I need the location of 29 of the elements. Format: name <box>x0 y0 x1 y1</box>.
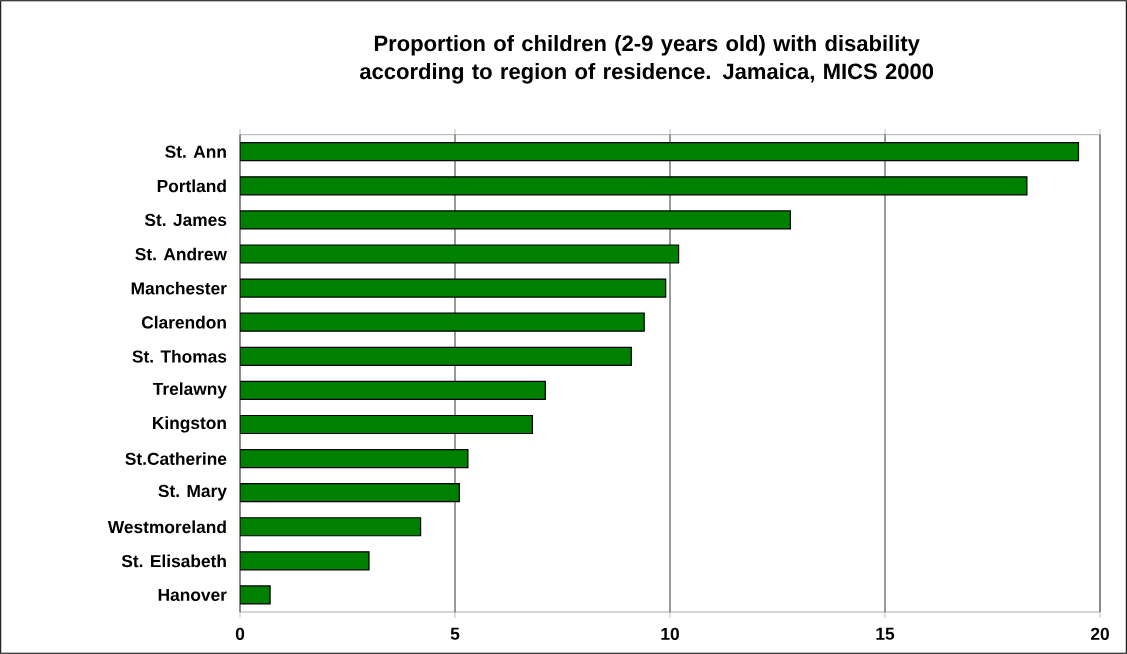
bar <box>240 142 1080 162</box>
y-tick-label: Westmoreland <box>107 520 226 534</box>
y-tick-label: Portland <box>157 179 226 193</box>
bar <box>240 517 422 537</box>
y-tick-label: St. Thomas <box>132 349 227 363</box>
y-tick-label: St. James <box>144 213 227 227</box>
y-tick-label: Hanover <box>158 588 227 601</box>
bar <box>240 346 632 366</box>
x-tick-label: 5 <box>450 627 460 640</box>
y-tick-label: St. Mary <box>158 484 227 501</box>
x-tick-label: 10 <box>661 627 679 641</box>
y-tick-label: Clarendon <box>141 315 226 329</box>
y-tick-label: Kingston <box>152 416 226 433</box>
x-tick-label: 15 <box>876 627 895 640</box>
y-tick-label: St. Andrew <box>135 247 227 261</box>
x-tick-label: 20 <box>1090 627 1109 641</box>
bar <box>240 312 645 332</box>
y-tick-label: St. Elisabeth <box>121 554 226 568</box>
bar <box>240 176 1028 196</box>
bar <box>240 483 460 503</box>
chart-title: Proportion of children (2-9 years old) with disability according to region of residence. Jamaica, MICS 2000 <box>360 35 934 84</box>
y-tick-label: Trelawny <box>152 382 227 399</box>
y-tick-label: St. Ann <box>165 145 226 158</box>
bar <box>240 414 534 435</box>
y-tick-label: Manchester <box>131 281 227 295</box>
y-tick-label: St.Catherine <box>125 452 227 465</box>
bar <box>240 380 546 400</box>
bar <box>240 448 469 469</box>
x-tick-label: 0 <box>235 627 245 641</box>
